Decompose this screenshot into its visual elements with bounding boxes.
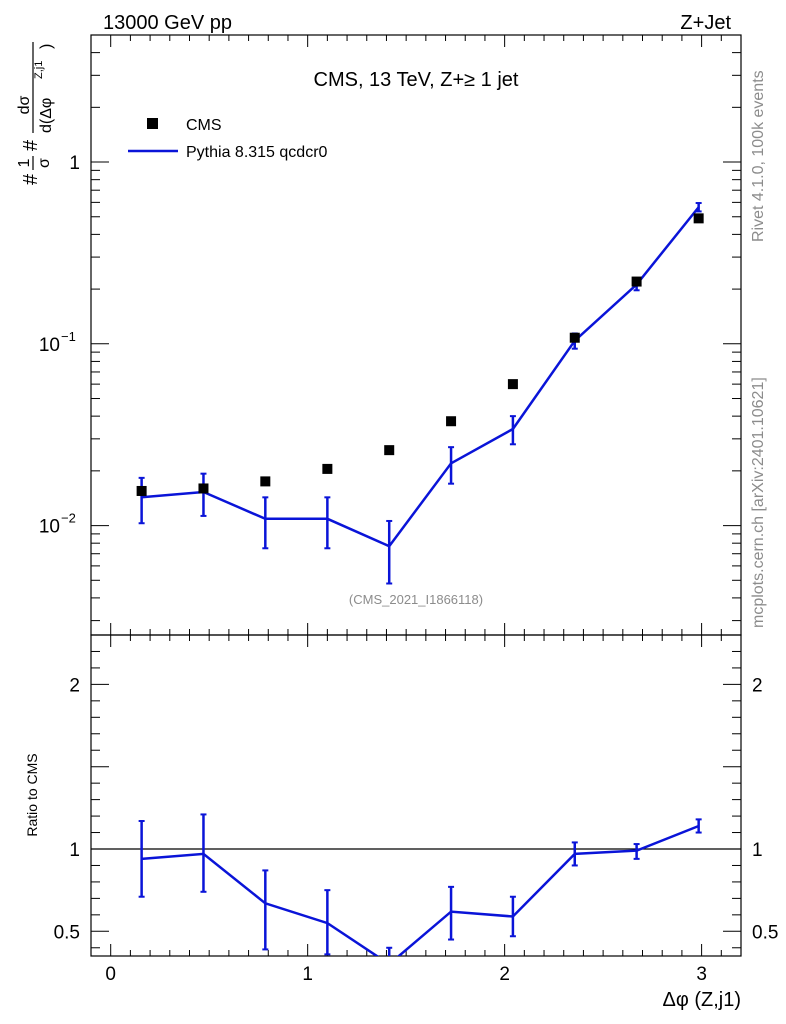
rivet-version-label: Rivet 4.1.0, 100k events bbox=[750, 70, 767, 242]
ylabel-frac2-num: dσ bbox=[16, 95, 33, 114]
ratio-y-tick-label-left: 2 bbox=[69, 675, 80, 696]
cms-data-point bbox=[198, 483, 209, 494]
pythia-series bbox=[138, 202, 702, 585]
ratio-line bbox=[141, 824, 700, 956]
header-process-label: Z+Jet bbox=[680, 12, 731, 34]
ylabel-hash-1: # bbox=[20, 173, 42, 185]
analysis-watermark: (CMS_2021_I1866118) bbox=[349, 592, 483, 607]
cms-data-point bbox=[569, 332, 580, 343]
legend: CMS Pythia 8.315 qcdcr0 bbox=[128, 117, 328, 161]
legend-pythia-label: Pythia 8.315 qcdcr0 bbox=[186, 144, 328, 161]
cms-data-point bbox=[136, 485, 147, 496]
legend-cms-label: CMS bbox=[186, 117, 222, 134]
x-tick-label: 3 bbox=[696, 964, 707, 985]
ratio-y-tick-label-right: 0.5 bbox=[752, 922, 778, 943]
cms-data-point bbox=[507, 379, 518, 390]
cms-data-series bbox=[136, 213, 704, 496]
ylabel-frac2-sup: Z,j1 bbox=[33, 61, 45, 79]
x-tick-labels: 0 1 2 3 bbox=[105, 964, 706, 985]
ratio-y-tick-labels: 0.5 0.5 1 1 2 2 bbox=[54, 675, 779, 943]
ratio-series bbox=[138, 813, 702, 956]
ratio-y-tick-label-right: 1 bbox=[752, 840, 763, 861]
main-y-axis-label: # 1 σ # dσ d(Δφ Z,j1 ) bbox=[16, 42, 55, 185]
ratio-y-tick-label-left: 0.5 bbox=[54, 922, 80, 943]
x-tick-label: 0 bbox=[105, 964, 116, 985]
main-y-tick-label: 10 bbox=[39, 335, 60, 356]
main-plot-panel: 110−110−2 CMS, 13 TeV, Z+≥ 1 jet (CMS_20… bbox=[16, 34, 742, 636]
ratio-y-tick-label-left: 1 bbox=[69, 840, 80, 861]
ylabel-frac2-close: ) bbox=[38, 44, 55, 49]
ylabel-hash-2: # bbox=[20, 139, 42, 151]
x-tick-label: 2 bbox=[499, 964, 510, 985]
main-y-tick-label: 1 bbox=[69, 153, 80, 174]
legend-cms-marker bbox=[147, 118, 158, 129]
pythia-line bbox=[141, 206, 700, 548]
cms-data-point bbox=[446, 416, 457, 427]
cms-data-point bbox=[631, 276, 642, 287]
cms-data-point bbox=[384, 445, 395, 456]
main-y-tick-exponent: −1 bbox=[61, 329, 76, 344]
main-y-tick-exponent: −2 bbox=[61, 511, 76, 526]
ylabel-frac1-num: 1 bbox=[16, 158, 33, 167]
plot-title: CMS, 13 TeV, Z+≥ 1 jet bbox=[314, 69, 519, 91]
cms-data-point bbox=[260, 476, 271, 487]
ratio-y-tick-label-right: 2 bbox=[752, 675, 763, 696]
ratio-y-axis-label: Ratio to CMS bbox=[24, 753, 40, 836]
cms-data-point bbox=[322, 463, 333, 474]
main-y-tick-labels: 110−110−2 bbox=[39, 153, 80, 538]
ratio-axis-ticks bbox=[91, 634, 742, 956]
ylabel-frac1-den: σ bbox=[36, 158, 53, 168]
ylabel-frac2-den: d(Δφ bbox=[38, 98, 55, 133]
x-axis-label: Δφ (Z,j1) bbox=[662, 989, 741, 1011]
main-y-tick-label: 10 bbox=[39, 517, 60, 538]
header-energy-label: 13000 GeV pp bbox=[103, 12, 232, 34]
mcplots-label: mcplots.cern.ch [arXiv:2401.10621] bbox=[750, 377, 767, 628]
x-tick-label: 1 bbox=[302, 964, 313, 985]
main-axis-ticks bbox=[91, 34, 742, 635]
ratio-plot-frame bbox=[90, 634, 742, 957]
ratio-plot-panel: 0.5 0.5 1 1 2 2 0 1 2 3 Ratio to CMS Δφ (Z,j1) bbox=[24, 634, 779, 1011]
cms-data-point bbox=[693, 213, 704, 224]
